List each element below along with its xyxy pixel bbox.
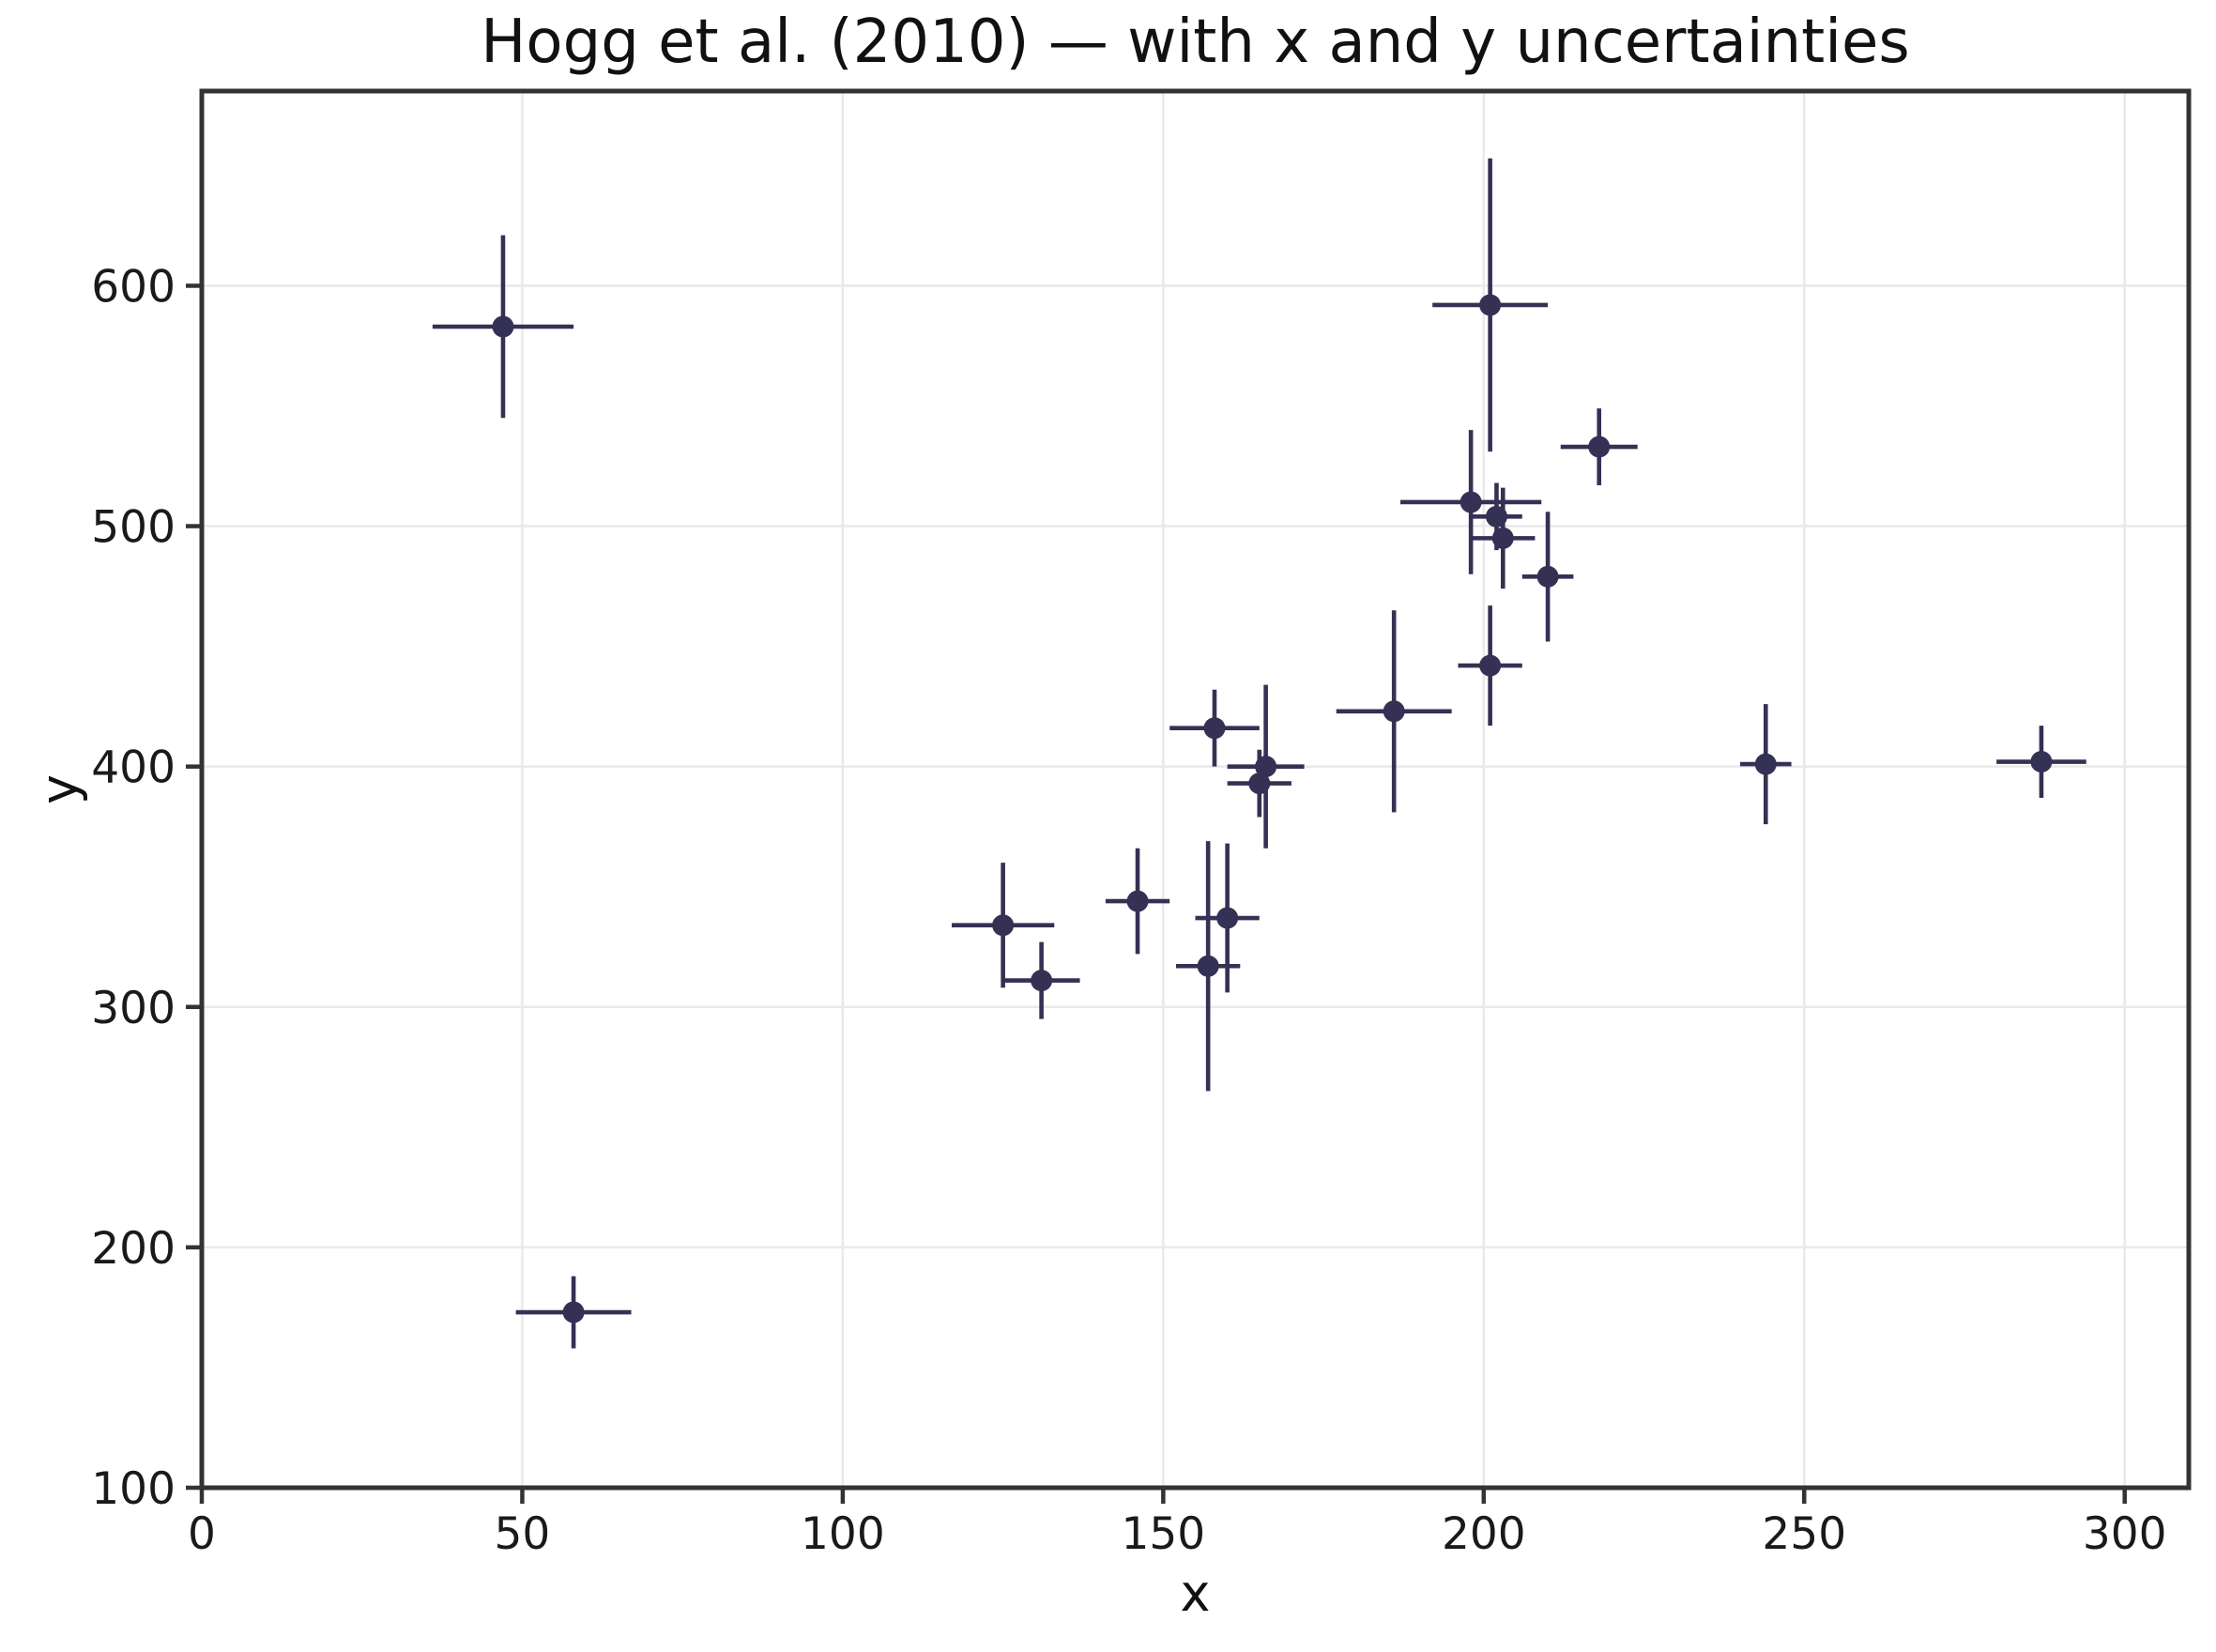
data-point-marker (1491, 527, 1514, 549)
tick-label-layer: 0 50 100 150 200 250 300 100 200 300 400 500 600 (91, 261, 2166, 1560)
data-point-marker (1216, 907, 1239, 929)
y-axis-label: y (29, 774, 89, 804)
chart-title: Hogg et al. (2010) — with x and y uncert… (481, 8, 1910, 77)
y-tick-label: 400 (91, 742, 176, 794)
data-point-marker (1248, 772, 1271, 795)
data-point-marker (1460, 491, 1482, 513)
y-tick-label: 600 (91, 261, 176, 313)
y-tick-label: 500 (91, 502, 176, 554)
data-point-marker (1479, 294, 1502, 316)
data-point-marker (1126, 890, 1149, 912)
data-point-marker (492, 315, 514, 338)
plot-border (199, 88, 2192, 1491)
data-point-marker (1203, 717, 1226, 740)
data-point-marker (1588, 436, 1611, 458)
x-tick-label: 0 (188, 1508, 216, 1560)
x-axis-label: x (1180, 1564, 1211, 1623)
data-point-marker (1383, 700, 1405, 723)
data-point-marker (562, 1301, 585, 1323)
x-tick-label: 300 (2083, 1508, 2167, 1560)
data-point-marker (1197, 955, 1219, 977)
data-point-marker (2030, 751, 2053, 773)
data-point-marker (1031, 970, 1053, 992)
marker-layer (492, 294, 2053, 1323)
y-tick-label: 200 (91, 1223, 176, 1275)
data-point-marker (1485, 505, 1507, 528)
data-point-marker (1255, 756, 1277, 778)
plot-area (202, 91, 2189, 1488)
y-tick-label: 300 (91, 983, 176, 1034)
data-point-marker (1536, 565, 1559, 588)
data-point-marker (992, 914, 1015, 937)
data-point-marker (1754, 753, 1777, 775)
x-tick-label: 200 (1442, 1508, 1526, 1560)
x-tick-label: 150 (1121, 1508, 1205, 1560)
x-tick-label: 50 (495, 1508, 551, 1560)
x-tick-label: 250 (1762, 1508, 1846, 1560)
y-tick-label: 100 (91, 1463, 176, 1515)
x-tick-label: 100 (801, 1508, 885, 1560)
data-point-marker (1479, 654, 1502, 677)
tick-layer (186, 283, 2127, 1504)
